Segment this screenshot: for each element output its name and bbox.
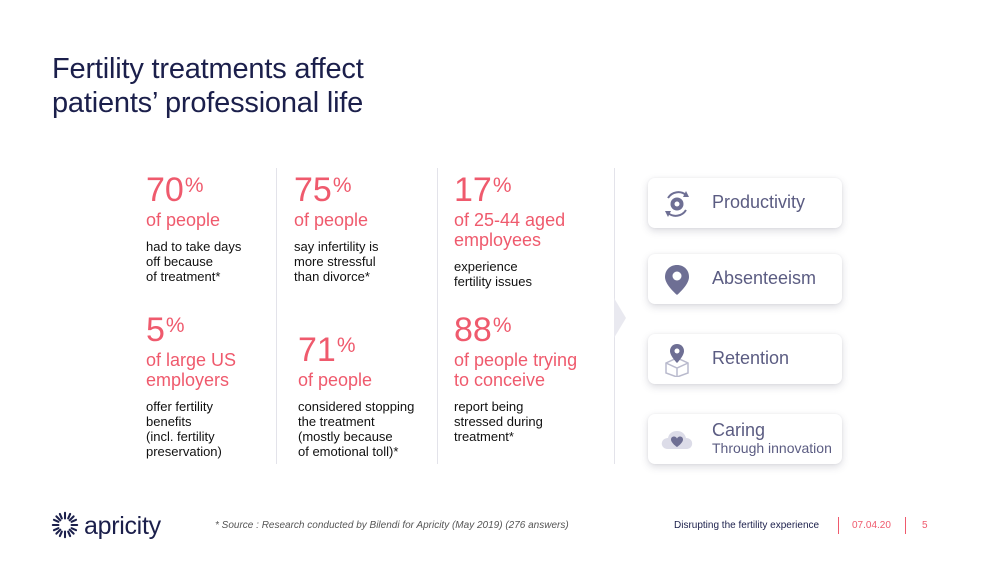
stat-description: offer fertility benefits (incl. fertility p… — [146, 399, 222, 459]
card-label: Retention — [712, 348, 790, 368]
stat-17: 17% of 25-44 aged employees experience fer… — [454, 173, 565, 289]
pin-box-icon — [665, 344, 689, 377]
stat-description: say infertility is more stressful than div… — [294, 239, 379, 284]
apricity-logo-icon — [51, 511, 79, 539]
card-productivity: Productivity — [648, 178, 842, 228]
stat-description: experience fertility issues — [454, 259, 533, 289]
cloud-heart-icon — [661, 431, 693, 449]
title-line-2: patients’ professional life — [52, 87, 364, 119]
card-caring: Caring Through innovation — [648, 414, 842, 464]
title-line-1: Fertility treatments affect — [52, 53, 364, 85]
footer-separator-1 — [838, 517, 839, 534]
slide-title: Fertility treatments affect patients’ pr… — [52, 52, 364, 120]
footer-separator-2 — [905, 517, 906, 534]
card-absenteeism: Absenteeism — [648, 254, 842, 304]
stat-subtitle: of people — [294, 210, 369, 230]
divider-2 — [437, 168, 438, 464]
brand-name: apricity — [84, 512, 161, 540]
stat-description: had to take days off because of treatment* — [146, 239, 242, 284]
stat-number: 70% — [146, 171, 204, 209]
gear-cycle-icon — [665, 191, 689, 217]
stat-subtitle: of 25-44 aged employees — [454, 210, 566, 250]
stat-subtitle: of people — [298, 370, 373, 390]
stat-70: 70% of people had to take days off becaus… — [146, 173, 241, 284]
stat-subtitle: of people — [146, 210, 221, 230]
stat-5: 5% of large US employers offer fertility b… — [146, 313, 236, 459]
stat-description: report being stressed during treatment* — [454, 399, 543, 444]
stat-number: 75% — [294, 171, 352, 209]
page-number: 5 — [922, 520, 928, 531]
card-label: Absenteeism — [712, 268, 817, 288]
chevron-arrow-icon — [614, 298, 626, 338]
stat-75: 75% of people say infertility is more str… — [294, 173, 379, 284]
stat-88: 88% of people trying to conceive report b… — [454, 313, 577, 444]
stat-71: 71% of people considered stopping the tre… — [298, 333, 414, 459]
source-note: * Source : Research conducted by Bilendi… — [215, 520, 569, 531]
stat-number: 71% — [298, 331, 356, 369]
stat-subtitle: of people trying to conceive — [454, 350, 578, 390]
location-pin-icon — [665, 265, 689, 295]
card-sublabel: Through innovation — [712, 440, 832, 456]
stat-number: 88% — [454, 311, 512, 349]
card-label: Productivity — [712, 192, 806, 212]
stat-number: 17% — [454, 171, 512, 209]
footer-date: 07.04.20 — [852, 520, 891, 531]
stat-number: 5% — [146, 311, 185, 349]
stat-description: considered stopping the treatment (mostly … — [298, 399, 415, 459]
card-label: Caring — [712, 420, 766, 440]
stat-subtitle: of large US employers — [146, 350, 237, 390]
card-retention: Retention — [648, 334, 842, 384]
footer-tagline: Disrupting the fertility experience — [674, 520, 820, 531]
divider-1 — [276, 168, 277, 464]
